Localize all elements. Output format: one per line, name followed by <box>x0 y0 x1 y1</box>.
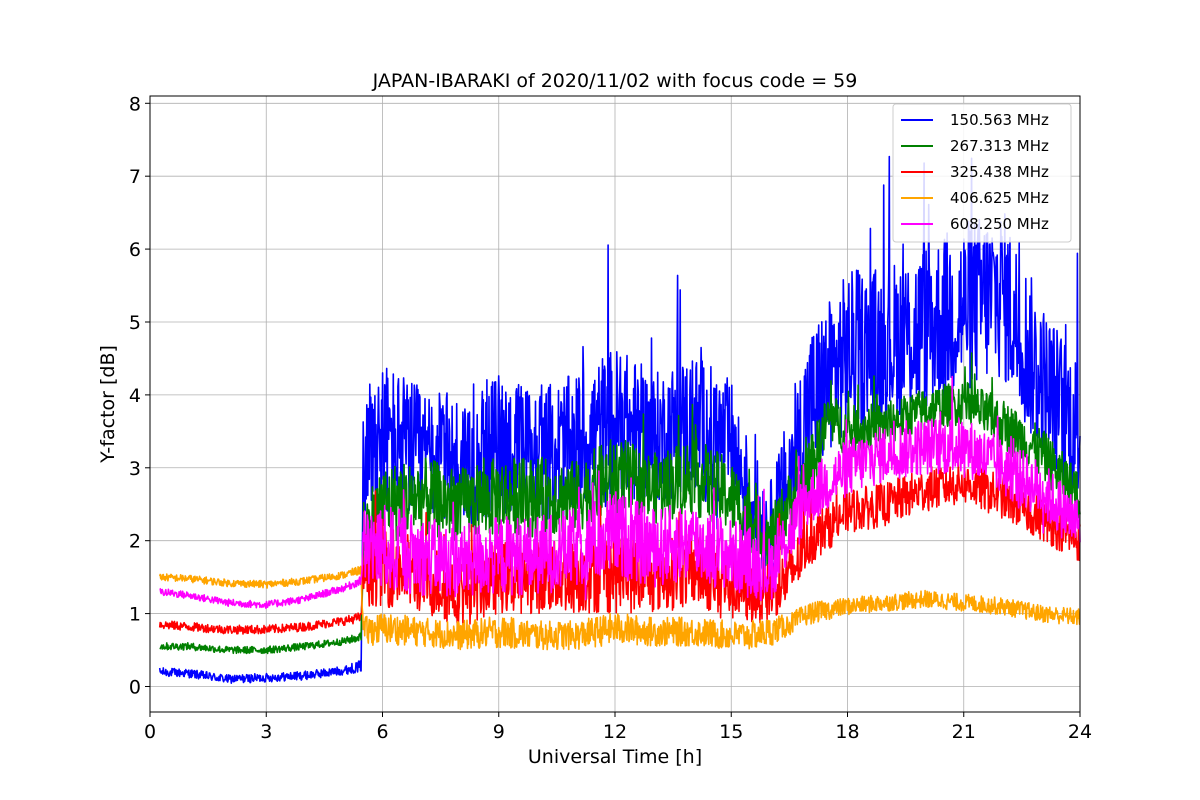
y-tick-label: 6 <box>129 239 141 261</box>
y-tick-label: 0 <box>129 676 141 698</box>
y-tick-label: 8 <box>129 93 141 115</box>
series-layer <box>158 155 1081 684</box>
y-tick-label: 2 <box>129 531 141 553</box>
legend-label: 267.313 MHz <box>950 137 1049 155</box>
y-tick-label: 5 <box>129 312 141 334</box>
legend-label: 608.250 MHz <box>950 215 1049 233</box>
x-tick-label: 21 <box>952 721 976 743</box>
y-tick-label: 4 <box>129 385 141 407</box>
y-tick-label: 7 <box>129 166 141 188</box>
y-axis-label: Y-factor [dB] <box>97 345 119 464</box>
x-tick-label: 3 <box>260 721 272 743</box>
legend-label: 150.563 MHz <box>950 111 1049 129</box>
x-tick-label: 15 <box>719 721 743 743</box>
x-tick-label: 12 <box>603 721 627 743</box>
x-tick-label: 24 <box>1068 721 1092 743</box>
y-tick-label: 1 <box>129 604 141 626</box>
x-tick-label: 0 <box>144 721 156 743</box>
x-tick-label: 18 <box>835 721 859 743</box>
series-line-2 <box>159 352 1081 655</box>
series-line-4 <box>158 565 1081 651</box>
chart-title: JAPAN-IBARAKI of 2020/11/02 with focus c… <box>372 70 858 92</box>
x-tick-label: 9 <box>493 721 505 743</box>
x-axis-label: Universal Time [h] <box>528 746 702 768</box>
legend-label: 325.438 MHz <box>950 163 1049 181</box>
legend-box <box>892 103 1072 243</box>
y-tick-label: 3 <box>129 458 141 480</box>
series-line-5 <box>159 375 1081 610</box>
legend-label: 406.625 MHz <box>950 189 1049 207</box>
x-tick-label: 6 <box>376 721 388 743</box>
legend: 150.563 MHz 267.313 MHz 325.438 MHz 406.625… <box>892 103 1072 243</box>
